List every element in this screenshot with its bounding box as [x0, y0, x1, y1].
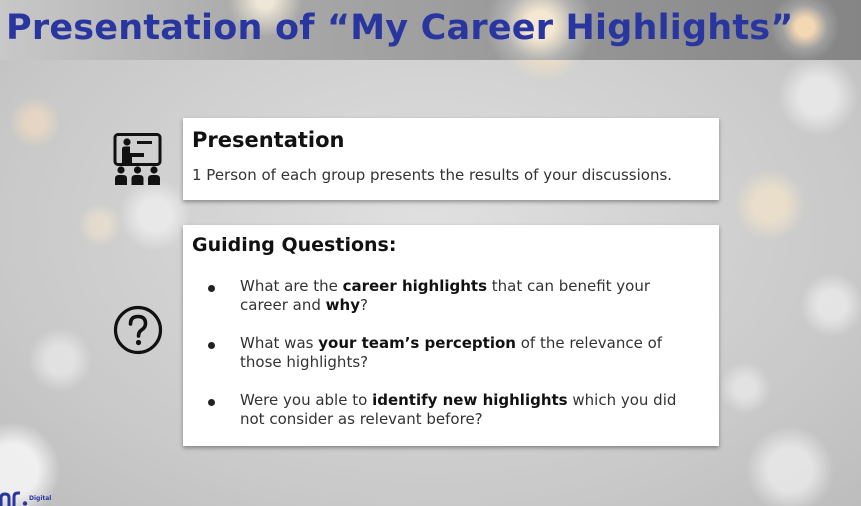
presentation-card: Presentation 1 Person of each group pres…: [183, 118, 719, 200]
question-text: What are the career highlights that can …: [240, 277, 702, 315]
light-bulb-glow: [770, 0, 840, 60]
emphasis-text: your team’s perception: [318, 334, 516, 352]
guiding-questions-heading: Guiding Questions:: [192, 234, 397, 256]
question-text: What was your team’s perception of the r…: [240, 334, 702, 372]
bullet-icon: [208, 399, 215, 406]
text-segment: What are the: [240, 277, 343, 295]
text-segment: What was: [240, 334, 319, 352]
guiding-questions-list: What are the career highlights that can …: [183, 277, 719, 448]
text-segment: that can benefit your career and: [240, 277, 651, 314]
question-circle-icon: [113, 305, 163, 355]
list-item: What was your team’s perception of the r…: [183, 334, 719, 391]
text-segment: ?: [360, 296, 368, 314]
light-bulb-glow: [485, 0, 595, 60]
text-segment: which you did not consider as relevant b…: [240, 391, 677, 428]
list-item: What are the career highlights that can …: [183, 277, 719, 334]
emphasis-text: identify new highlights: [372, 391, 568, 409]
guiding-questions-card: Guiding Questions: What are the career h…: [183, 225, 719, 446]
emphasis-text: why: [325, 296, 360, 314]
list-item: Were you able to identify new highlights…: [183, 391, 719, 448]
emphasis-text: career highlights: [342, 277, 488, 295]
bullet-icon: [208, 342, 215, 349]
logo-text: Digital: [29, 495, 52, 502]
text-segment: Were you able to: [240, 391, 373, 409]
bullet-icon: [208, 285, 215, 292]
presenter-icon: [113, 133, 162, 185]
text-segment: of the relevance of those highlights?: [240, 334, 663, 371]
slide-title: Presentation of “My Career Highlights”: [6, 8, 794, 48]
presentation-text: 1 Person of each group presents the resu…: [192, 166, 673, 184]
title-bar: Presentation of “My Career Highlights”: [0, 0, 861, 60]
company-logo: Digital: [0, 488, 60, 506]
question-text: Were you able to identify new highlights…: [240, 391, 702, 429]
company-logo-icon: [0, 491, 28, 506]
presentation-heading: Presentation: [192, 128, 345, 152]
